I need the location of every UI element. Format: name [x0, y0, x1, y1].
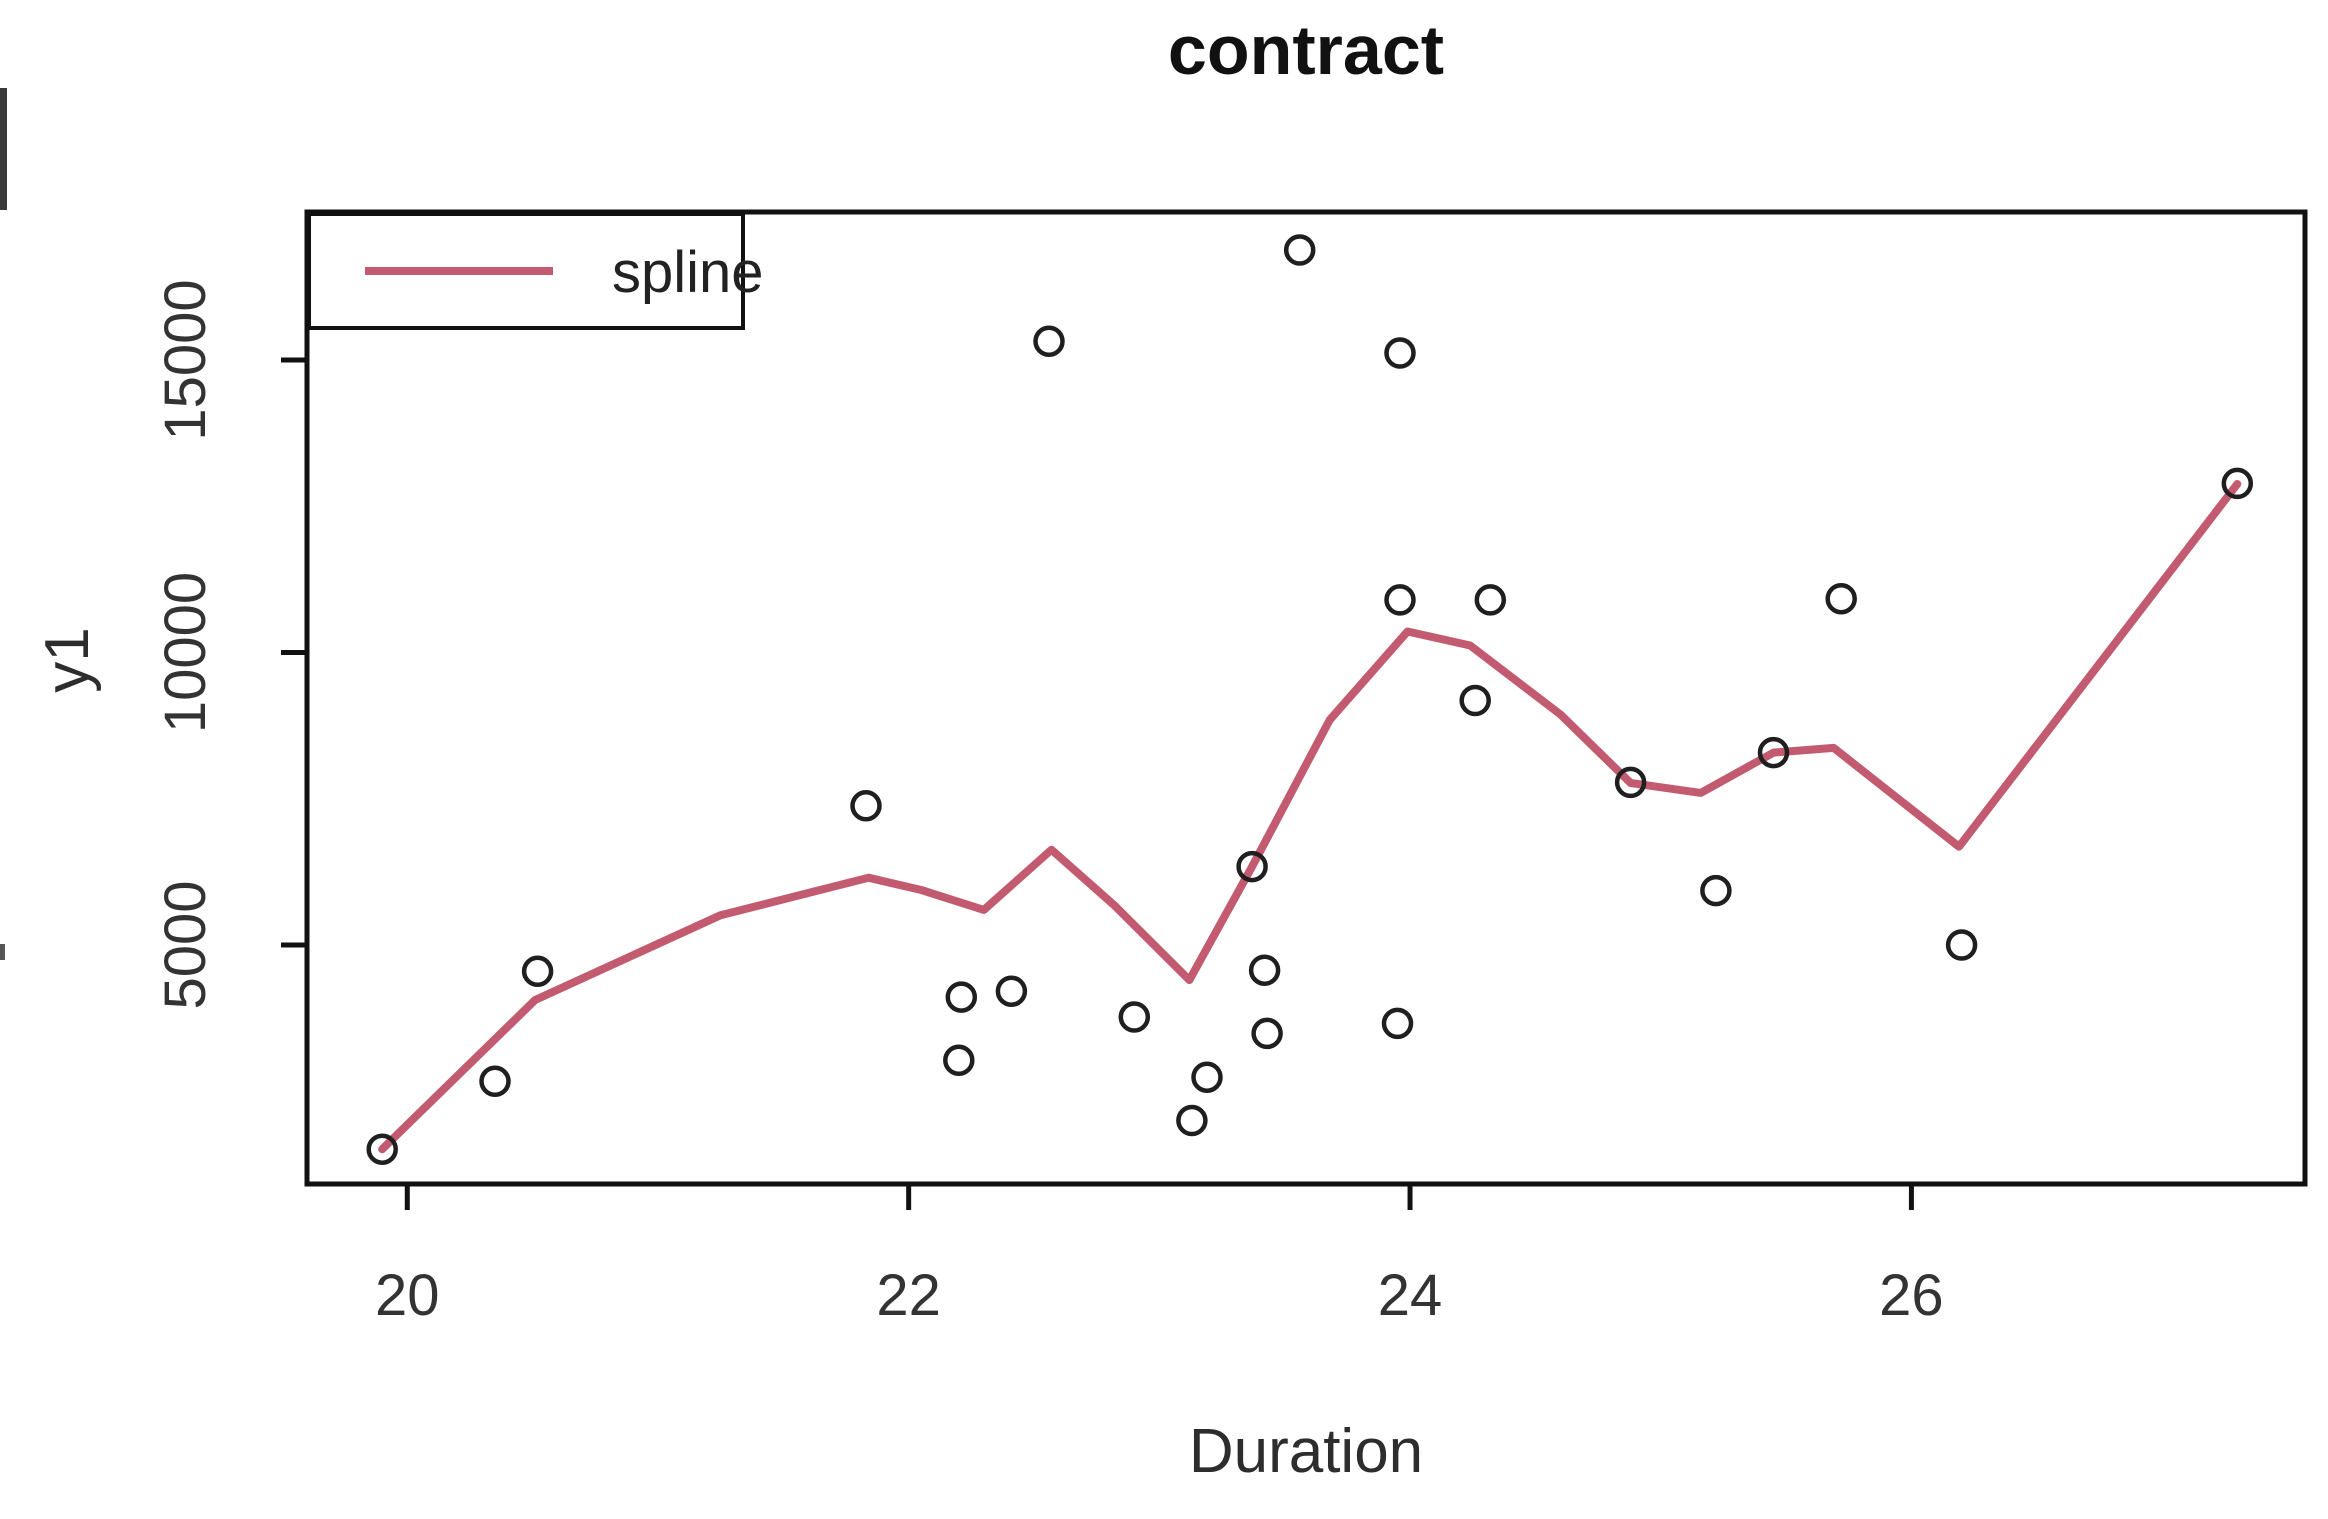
spline-series	[378, 480, 2242, 1154]
data-point	[366, 1133, 398, 1165]
data-point	[1945, 929, 1978, 961]
x-tick-label: 20	[375, 1263, 440, 1328]
scan-artifact	[0, 88, 7, 210]
data-point	[521, 955, 554, 988]
data-point	[943, 1044, 975, 1077]
data-point	[1176, 1104, 1208, 1137]
data-point	[1033, 325, 1065, 358]
data-point	[1614, 766, 1647, 799]
y-tick-label: 10000	[153, 572, 218, 733]
x-tick-label: 26	[1879, 1263, 1944, 1328]
data-point	[1236, 850, 1268, 883]
y-tick-label: 15000	[153, 279, 218, 440]
data-point	[1283, 234, 1316, 266]
scan-artifact	[0, 944, 5, 960]
plot-border	[304, 209, 2308, 1187]
data-point	[1251, 1017, 1283, 1050]
spline-line	[378, 480, 2242, 1154]
x-tick-label: 22	[876, 1263, 941, 1328]
chart-title: contract	[1168, 11, 1444, 89]
data-point	[1384, 337, 1416, 369]
scatter-series	[366, 234, 2254, 1165]
data-point	[1384, 584, 1416, 616]
data-point	[1757, 736, 1790, 769]
x-axis-label: Duration	[1189, 1417, 1423, 1486]
data-point	[945, 981, 978, 1013]
data-point	[1118, 1001, 1151, 1033]
data-point	[1459, 684, 1491, 717]
x-tick-label: 24	[1378, 1263, 1443, 1328]
legend: spline	[307, 212, 764, 330]
legend-label: spline	[612, 240, 764, 305]
data-point	[1191, 1061, 1223, 1093]
axis-ticks: 20 22 24 26 5000 10000 15000	[153, 279, 1944, 1328]
data-point	[1381, 1007, 1414, 1040]
data-point	[1474, 584, 1507, 616]
y-axis-label: y1	[33, 627, 102, 692]
data-point	[1700, 874, 1732, 907]
data-point	[995, 975, 1028, 1007]
data-point	[850, 790, 882, 822]
data-point	[1248, 954, 1281, 986]
data-point	[2221, 467, 2254, 500]
y-tick-label: 5000	[153, 881, 218, 1010]
data-point	[479, 1065, 511, 1098]
data-point	[1825, 582, 1857, 615]
